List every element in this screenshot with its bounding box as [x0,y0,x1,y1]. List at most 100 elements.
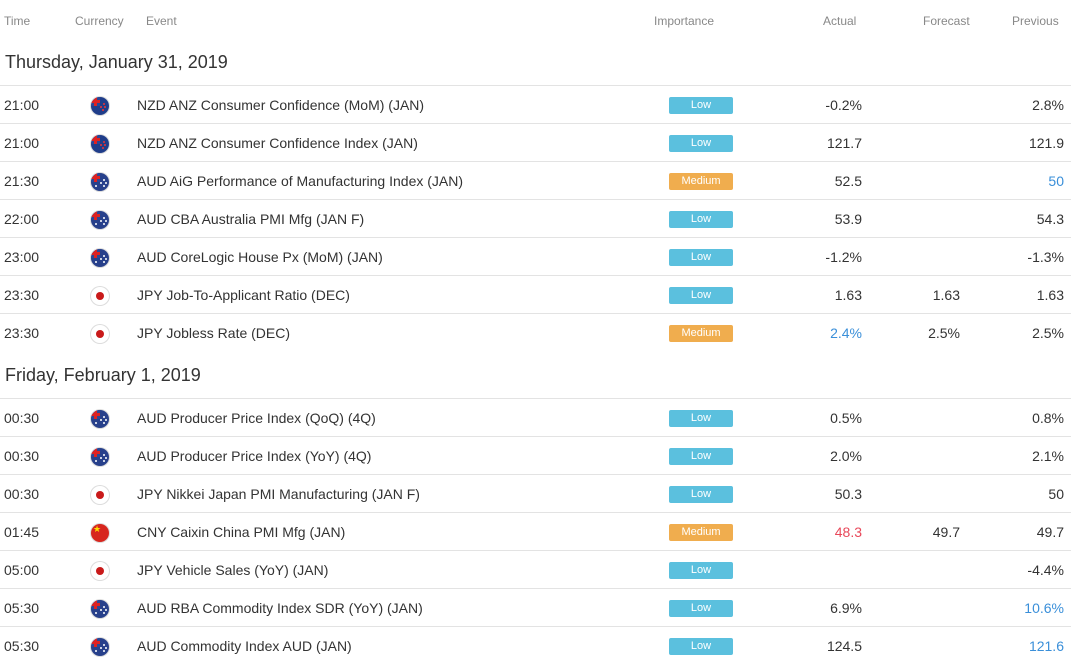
importance-badge: Low [669,562,733,579]
event-name: AUD RBA Commodity Index SDR (YoY) (JAN) [137,600,423,616]
previous-value: 10.6% [1024,600,1064,616]
importance-badge: Low [669,448,733,465]
previous-value: 49.7 [1036,524,1064,540]
actual-value: 6.9% [830,600,862,616]
importance-badge: Low [669,249,733,266]
table-row[interactable]: 21:00 NZD ANZ Consumer Confidence (MoM) (… [0,85,1071,123]
event-name: JPY Jobless Rate (DEC) [137,325,291,341]
importance-badge: Low [669,97,733,114]
day-header: Friday, February 1, 2019 [0,353,1071,401]
column-header-previous[interactable]: Previous [1012,14,1059,28]
event-time: 00:30 [4,410,40,426]
table-row[interactable]: 21:00 NZD ANZ Consumer Confidence Index (… [0,123,1071,161]
event-time: 05:30 [4,600,40,616]
event-name: AUD AiG Performance of Manufacturing Ind… [137,173,464,189]
previous-value: 54.3 [1036,211,1064,227]
previous-value: -1.3% [1027,249,1064,265]
actual-value: 121.7 [826,135,862,151]
column-header-event[interactable]: Event [146,14,177,28]
australia-flag-icon [91,249,109,267]
japan-flag-icon [91,287,109,305]
event-name: AUD CoreLogic House Px (MoM) (JAN) [137,249,383,265]
forecast-value: 1.63 [932,287,960,303]
australia-flag-icon [91,173,109,191]
table-header: Time Currency Event Importance Actual Fo… [0,0,1071,40]
event-name: JPY Vehicle Sales (YoY) (JAN) [137,562,329,578]
australia-flag-icon [91,211,109,229]
previous-value: 0.8% [1032,410,1064,426]
event-time: 23:00 [4,249,40,265]
event-time: 00:30 [4,486,40,502]
importance-badge: Low [669,135,733,152]
actual-value: 2.4% [830,325,862,341]
column-header-importance[interactable]: Importance [654,14,715,28]
actual-value: 48.3 [834,524,862,540]
event-name: AUD Producer Price Index (QoQ) (4Q) [137,410,376,426]
actual-value: 2.0% [830,448,862,464]
table-row[interactable]: 05:30 AUD Commodity Index AUD (JAN) Low 124… [0,626,1071,664]
table-row[interactable]: 23:30 JPY Jobless Rate (DEC) Medium 2.4% 2.5… [0,313,1071,351]
event-name: AUD Commodity Index AUD (JAN) [137,638,352,654]
china-flag-icon: ★ [91,524,109,542]
actual-value: -1.2% [825,249,862,265]
importance-badge: Medium [669,325,733,342]
event-time: 21:00 [4,97,40,113]
event-name: JPY Nikkei Japan PMI Manufacturing (JAN … [137,486,420,502]
column-header-actual[interactable]: Actual [823,14,857,28]
actual-value: 124.5 [826,638,862,654]
column-header-forecast[interactable]: Forecast [923,14,970,28]
event-time: 01:45 [4,524,40,540]
table-row[interactable]: 23:00 AUD CoreLogic House Px (MoM) (JAN) L… [0,237,1071,275]
forecast-value: 49.7 [932,524,960,540]
australia-flag-icon [91,600,109,618]
event-time: 21:30 [4,173,40,189]
event-name: NZD ANZ Consumer Confidence Index (JAN) [137,135,418,151]
event-time: 05:00 [4,562,40,578]
day-title: Thursday, January 31, 2019 [5,52,228,72]
table-row[interactable]: 22:00 AUD CBA Australia PMI Mfg (JAN F) Lo… [0,199,1071,237]
importance-badge: Low [669,638,733,655]
event-time: 21:00 [4,135,40,151]
day-title: Friday, February 1, 2019 [5,365,201,385]
event-time: 05:30 [4,638,40,654]
previous-value: 1.63 [1036,287,1064,303]
new-zealand-flag-icon [91,135,109,153]
previous-value: 2.5% [1032,325,1064,341]
previous-value: 121.9 [1028,135,1064,151]
japan-flag-icon [91,562,109,580]
table-row[interactable]: 05:30 AUD RBA Commodity Index SDR (YoY) (… [0,588,1071,626]
table-row[interactable]: 00:30 JPY Nikkei Japan PMI Manufacturing … [0,474,1071,512]
australia-flag-icon [91,410,109,428]
importance-badge: Low [669,600,733,617]
table-row[interactable]: 21:30 AUD AiG Performance of Manufacturin… [0,161,1071,199]
previous-value: 2.1% [1032,448,1064,464]
event-time: 00:30 [4,448,40,464]
actual-value: 50.3 [834,486,862,502]
table-row[interactable]: 23:30 JPY Job-To-Applicant Ratio (DEC) Low… [0,275,1071,313]
importance-badge: Low [669,486,733,503]
event-name: JPY Job-To-Applicant Ratio (DEC) [137,287,350,303]
day-header: Thursday, January 31, 2019 [0,40,1071,88]
table-row[interactable]: 05:00 JPY Vehicle Sales (YoY) (JAN) Low -4.… [0,550,1071,588]
table-row[interactable]: 01:45 ★ CNY Caixin China PMI Mfg (JAN) Medi… [0,512,1071,550]
actual-value: 0.5% [830,410,862,426]
importance-badge: Low [669,287,733,304]
event-name: CNY Caixin China PMI Mfg (JAN) [137,524,346,540]
event-time: 22:00 [4,211,40,227]
event-time: 23:30 [4,325,40,341]
japan-flag-icon [91,486,109,504]
table-row[interactable]: 00:30 AUD Producer Price Index (QoQ) (4Q)… [0,398,1071,436]
new-zealand-flag-icon [91,97,109,115]
event-name: AUD CBA Australia PMI Mfg (JAN F) [137,211,365,227]
forecast-value: 2.5% [928,325,960,341]
previous-value: -4.4% [1027,562,1064,578]
previous-value: 50 [1048,486,1064,502]
importance-badge: Low [669,211,733,228]
column-header-time[interactable]: Time [4,14,31,28]
previous-value: 121.6 [1028,638,1064,654]
column-header-currency[interactable]: Currency [75,14,124,28]
importance-badge: Medium [669,173,733,190]
table-row[interactable]: 00:30 AUD Producer Price Index (YoY) (4Q)… [0,436,1071,474]
australia-flag-icon [91,448,109,466]
importance-badge: Medium [669,524,733,541]
